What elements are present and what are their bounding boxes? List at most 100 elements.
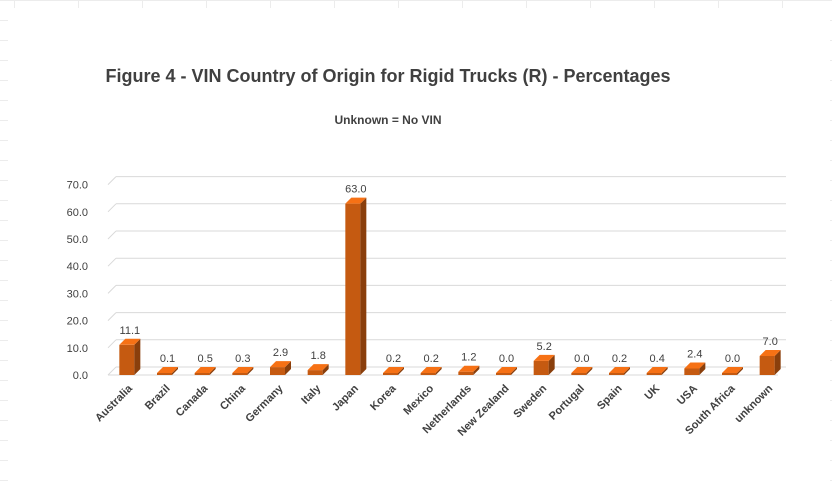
bar-side	[360, 197, 367, 375]
bar-top	[307, 364, 329, 371]
bar-side	[322, 364, 329, 375]
bar-side	[548, 354, 555, 375]
data-label: 0.0	[725, 353, 740, 365]
data-label: 7.0	[763, 336, 778, 348]
category-label: Korea	[368, 382, 399, 413]
bar-side	[774, 349, 781, 375]
gridline-diagonal	[107, 366, 117, 376]
bar-side	[172, 367, 178, 375]
data-label: 0.0	[574, 353, 589, 365]
category-label: Brazil	[143, 383, 173, 413]
bar	[496, 373, 511, 375]
bar	[684, 368, 700, 375]
y-tick-label: 40.0	[67, 261, 88, 273]
bar-top	[194, 367, 216, 373]
bar	[533, 360, 549, 375]
chart-title: Figure 4 - VIN Country of Origin for Rig…	[105, 66, 671, 86]
bar	[759, 355, 775, 375]
bar-top	[119, 338, 141, 345]
y-tick-label: 10.0	[67, 343, 88, 355]
category-label: Canada	[174, 382, 211, 419]
data-label: 0.2	[612, 353, 627, 365]
data-label: 0.0	[499, 353, 514, 365]
data-label: 5.2	[537, 341, 552, 353]
bar-top	[533, 354, 555, 361]
category-label: UK	[643, 383, 663, 403]
category-label: Italy	[299, 382, 324, 407]
gridline-diagonal	[107, 203, 117, 213]
data-label: 0.5	[198, 353, 213, 365]
chart-subtitle: Unknown = No VIN	[334, 113, 442, 127]
bar	[646, 373, 662, 375]
bar	[307, 370, 323, 375]
y-tick-label: 30.0	[67, 288, 88, 300]
bar-top	[609, 367, 630, 373]
bar-top	[383, 367, 404, 373]
data-label: 0.2	[424, 353, 439, 365]
bar-side	[209, 367, 216, 375]
bar-top	[684, 362, 706, 369]
gridline-diagonal	[107, 176, 117, 185]
bar-top	[157, 367, 178, 373]
bar-top	[571, 367, 593, 373]
data-label: 1.2	[461, 352, 476, 364]
bar	[270, 367, 285, 375]
bar	[232, 373, 248, 375]
gridline-diagonal	[107, 285, 117, 294]
bar-top	[345, 197, 367, 204]
category-label: USA	[675, 383, 700, 408]
bar-side	[624, 367, 630, 375]
category-label: Spain	[595, 382, 625, 412]
bar	[458, 371, 474, 375]
gridline-diagonal	[107, 230, 117, 240]
bar-top	[496, 367, 517, 373]
data-label: 2.9	[273, 347, 288, 359]
bar	[383, 373, 398, 375]
bar-side	[699, 362, 706, 375]
bar-top	[458, 365, 480, 372]
data-label: 0.4	[650, 353, 665, 365]
bar	[571, 373, 587, 375]
bar-top	[232, 367, 254, 373]
bar-chart-plot: 0.0 10.0 20.0 30.0 40.0 50.0 60.0 70.0 11.1 Austr…	[67, 176, 786, 439]
category-label: Germany	[243, 382, 286, 425]
data-label: 2.4	[687, 348, 702, 360]
y-tick-label: 60.0	[67, 207, 88, 219]
data-label: 0.2	[386, 353, 401, 365]
bar-side	[586, 367, 593, 375]
y-tick-label: 50.0	[67, 234, 88, 246]
category-label: Australia	[93, 382, 135, 424]
bar	[194, 373, 210, 375]
bar-side	[473, 365, 480, 375]
bar-side	[661, 367, 668, 375]
bar-side	[285, 361, 291, 375]
bar-top	[270, 361, 291, 368]
bar-side	[134, 338, 141, 375]
chart-area[interactable]: Figure 4 - VIN Country of Origin for Rig…	[8, 8, 830, 486]
bar-side	[247, 367, 254, 375]
bar-side	[435, 367, 442, 375]
bar-side	[737, 367, 743, 375]
bar	[722, 373, 737, 375]
bar	[345, 203, 361, 375]
data-label: 1.8	[311, 350, 326, 362]
bar-side	[398, 367, 404, 375]
category-label: Sweden	[511, 382, 549, 420]
category-label: Japan	[330, 382, 361, 413]
data-label: 11.1	[120, 325, 141, 337]
bar-side	[511, 367, 517, 375]
bar-top	[646, 367, 668, 373]
bar-top	[722, 367, 743, 373]
bar-top	[420, 367, 442, 373]
bar	[157, 373, 172, 375]
gridline-diagonal	[107, 257, 117, 267]
category-label: Mexico	[401, 382, 436, 417]
y-tick-label: 20.0	[67, 316, 88, 328]
data-label: 63.0	[345, 184, 366, 196]
y-tick-label: 0.0	[73, 370, 88, 382]
data-label: 0.3	[235, 353, 250, 365]
bar	[420, 373, 436, 375]
gridline-diagonal	[107, 339, 117, 349]
y-tick-label: 70.0	[67, 180, 88, 192]
data-label: 0.1	[160, 353, 175, 365]
